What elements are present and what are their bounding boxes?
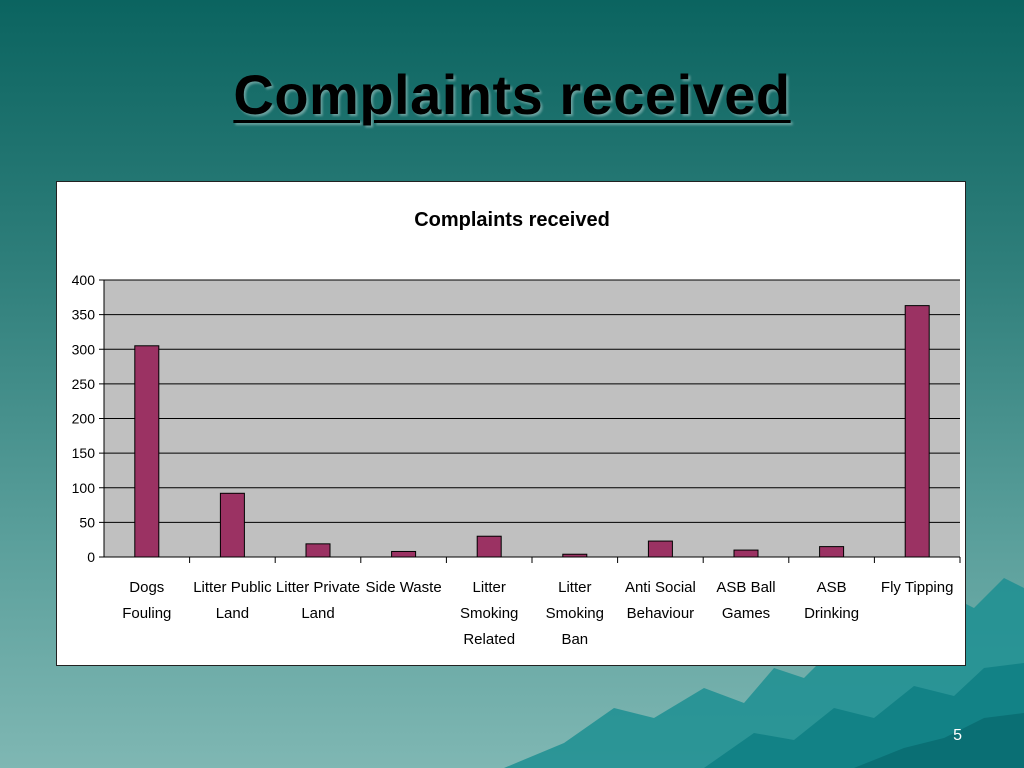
x-tick-label: Litter Public Land — [193, 579, 272, 622]
x-tick-label: Litter Private Land — [276, 579, 360, 622]
y-tick-label: 0 — [87, 549, 95, 565]
x-tick-label: ASB Ball Games — [716, 579, 775, 622]
y-tick-label: 250 — [72, 376, 96, 392]
bar — [391, 550, 417, 558]
y-tick-label: 350 — [72, 307, 96, 323]
x-tick-label: Fly Tipping — [881, 579, 954, 596]
bar — [305, 543, 331, 558]
x-tick-label: Side Waste — [366, 579, 442, 596]
bar — [219, 492, 245, 558]
mountain-decoration — [504, 578, 1024, 768]
page-number: 5 — [953, 727, 962, 744]
x-tick-label: Dogs Fouling — [122, 579, 171, 622]
y-tick-label: 50 — [79, 514, 95, 530]
bar — [733, 549, 759, 558]
chart-title: Complaints received — [414, 209, 610, 231]
bar — [134, 345, 160, 558]
x-tick-label: Litter Smoking Related — [460, 579, 518, 648]
x-tick-label: Anti Social Behaviour — [625, 579, 696, 622]
bar — [647, 540, 673, 558]
y-tick-label: 300 — [72, 341, 96, 357]
y-tick-label: 400 — [72, 272, 96, 288]
x-tick-label: ASB Drinking — [804, 579, 859, 622]
bar-chart: Complaints received 0 50 100 150 200 250 300 35… — [72, 209, 961, 648]
bar — [904, 305, 930, 558]
y-tick-label: 100 — [72, 480, 96, 496]
y-tick-label: 150 — [72, 445, 96, 461]
chart-container: Complaints received 0 50 100 150 200 250 300 35… — [56, 181, 966, 666]
bar — [819, 546, 845, 558]
bar — [562, 553, 588, 558]
bar — [476, 535, 502, 558]
x-tick-label: Litter Smoking Ban — [546, 579, 604, 648]
slide-title: Complaints received — [233, 63, 791, 126]
y-tick-label: 200 — [72, 411, 96, 427]
